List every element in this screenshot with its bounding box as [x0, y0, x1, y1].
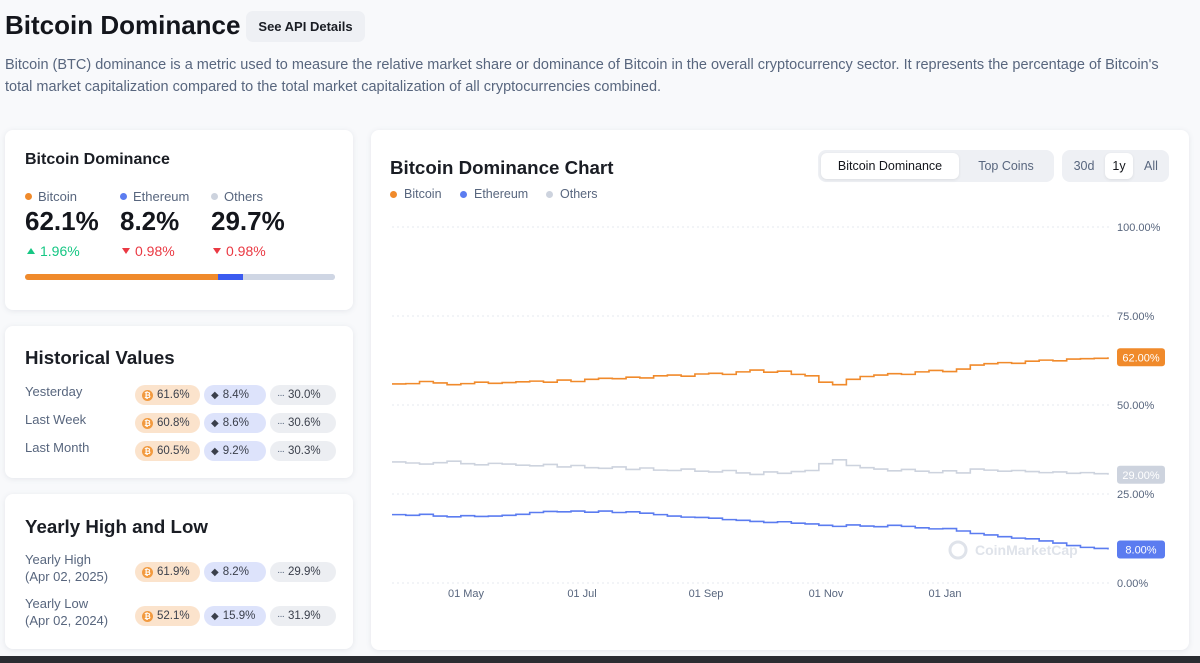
yearly-high-low-title: Yearly High and Low: [25, 516, 208, 537]
ethereum-change: 0.98%: [122, 243, 175, 259]
btc-pill: ₿ 52.1%: [135, 606, 200, 626]
chart-legend-ethereum: Ethereum: [460, 187, 528, 201]
bitcoin-dot-icon: [25, 193, 32, 200]
others-dot-icon: [211, 193, 218, 200]
others-dominance-value: 29.7%: [211, 206, 285, 236]
arrow-down-icon: [213, 248, 221, 254]
eth-pill: ◆ 9.2%: [204, 441, 266, 461]
others-pill-value: 31.9%: [288, 610, 321, 622]
legend-ethereum: Ethereum: [120, 189, 189, 204]
historical-row-label: Last Week: [25, 412, 87, 427]
dominance-card-title: Bitcoin Dominance: [25, 151, 170, 168]
ellipsis-icon: ···: [277, 445, 285, 457]
range-1y[interactable]: 1y: [1105, 153, 1133, 179]
chart-title: Bitcoin Dominance Chart: [390, 157, 614, 178]
dominance-bar-bitcoin: [25, 274, 218, 280]
arrow-up-icon: [27, 248, 35, 254]
bitcoin-change: 1.96%: [27, 243, 80, 259]
bitcoin-coin-icon: ₿: [142, 610, 153, 622]
bitcoin-coin-icon: ₿: [142, 566, 153, 578]
bitcoin-dot-icon: [390, 190, 397, 198]
ellipsis-icon: ···: [277, 417, 285, 429]
historical-values-title: Historical Values: [25, 347, 175, 368]
bitcoin-coin-icon: ₿: [142, 417, 153, 429]
btc-pill-value: 61.6%: [157, 389, 190, 401]
see-api-details-button[interactable]: See API Details: [246, 11, 365, 42]
others-pill-value: 30.3%: [288, 445, 321, 457]
eth-pill: ◆ 8.4%: [204, 385, 266, 405]
others-pill: ··· 30.6%: [270, 413, 336, 433]
historical-row-label: Yesterday: [25, 384, 83, 399]
tab-top-coins[interactable]: Top Coins: [961, 153, 1051, 179]
others-pill-value: 30.6%: [288, 417, 321, 429]
yearly-row-date: (Apr 02, 2024): [25, 613, 109, 628]
legend-others: Others: [211, 189, 263, 204]
btc-pill: ₿ 61.9%: [135, 562, 200, 582]
btc-pill: ₿ 60.8%: [135, 413, 200, 433]
chart-legend-bitcoin: Bitcoin: [390, 187, 442, 201]
ethereum-diamond-icon: ◆: [211, 389, 219, 401]
others-change: 0.98%: [213, 243, 266, 259]
eth-pill-value: 9.2%: [222, 445, 249, 457]
chart-range-toggle: 30d 1y All: [1062, 150, 1169, 182]
others-pill: ··· 30.0%: [270, 385, 336, 405]
historical-row-label: Last Month: [25, 440, 90, 455]
ellipsis-icon: ···: [277, 610, 285, 622]
range-all[interactable]: All: [1135, 153, 1167, 179]
btc-pill-value: 60.8%: [157, 417, 190, 429]
yearly-row-label: Yearly Low: [25, 596, 89, 611]
eth-pill: ◆ 15.9%: [204, 606, 266, 626]
others-dot-icon: [546, 190, 553, 198]
btc-pill-value: 52.1%: [157, 610, 190, 622]
chart-card: [371, 130, 1189, 650]
eth-pill-value: 8.2%: [222, 566, 249, 578]
btc-pill: ₿ 60.5%: [135, 441, 200, 461]
btc-pill-value: 60.5%: [157, 445, 190, 457]
bottom-edge-bar: [0, 656, 1200, 663]
yearly-row-date: (Apr 02, 2025): [25, 569, 109, 584]
others-pill-value: 30.0%: [288, 389, 321, 401]
ethereum-diamond-icon: ◆: [211, 445, 219, 457]
btc-pill-value: 61.9%: [157, 566, 190, 578]
chart-view-toggle: Bitcoin Dominance Top Coins: [818, 150, 1054, 182]
eth-pill-value: 8.6%: [222, 417, 249, 429]
legend-bitcoin: Bitcoin: [25, 189, 77, 204]
eth-pill-value: 15.9%: [222, 610, 256, 622]
yearly-row-label: Yearly High: [25, 552, 92, 567]
arrow-down-icon: [122, 248, 130, 254]
page-title: Bitcoin Dominance: [5, 10, 241, 40]
eth-pill: ◆ 8.6%: [204, 413, 266, 433]
page-description: Bitcoin (BTC) dominance is a metric used…: [5, 57, 1159, 95]
tab-bitcoin-dominance[interactable]: Bitcoin Dominance: [821, 153, 959, 179]
bitcoin-coin-icon: ₿: [142, 389, 153, 401]
range-30d[interactable]: 30d: [1065, 153, 1103, 179]
ethereum-diamond-icon: ◆: [211, 566, 219, 578]
dominance-bar: [25, 274, 335, 280]
ethereum-dominance-value: 8.2%: [120, 206, 180, 236]
ellipsis-icon: ···: [277, 566, 285, 578]
ellipsis-icon: ···: [277, 389, 285, 401]
ethereum-diamond-icon: ◆: [211, 417, 219, 429]
ethereum-dot-icon: [460, 190, 467, 198]
ethereum-diamond-icon: ◆: [211, 610, 219, 622]
others-pill: ··· 31.9%: [270, 606, 336, 626]
dominance-bar-others: [242, 274, 335, 280]
dominance-bar-ethereum: [217, 274, 243, 280]
others-pill: ··· 30.3%: [270, 441, 336, 461]
bitcoin-coin-icon: ₿: [142, 445, 153, 457]
eth-pill-value: 8.4%: [222, 389, 249, 401]
others-pill-value: 29.9%: [288, 566, 321, 578]
ethereum-dot-icon: [120, 193, 127, 200]
others-pill: ··· 29.9%: [270, 562, 336, 582]
bitcoin-dominance-value: 62.1%: [25, 206, 99, 236]
dominance-card: [5, 130, 353, 310]
eth-pill: ◆ 8.2%: [204, 562, 266, 582]
btc-pill: ₿ 61.6%: [135, 385, 200, 405]
chart-legend-others: Others: [546, 187, 598, 201]
